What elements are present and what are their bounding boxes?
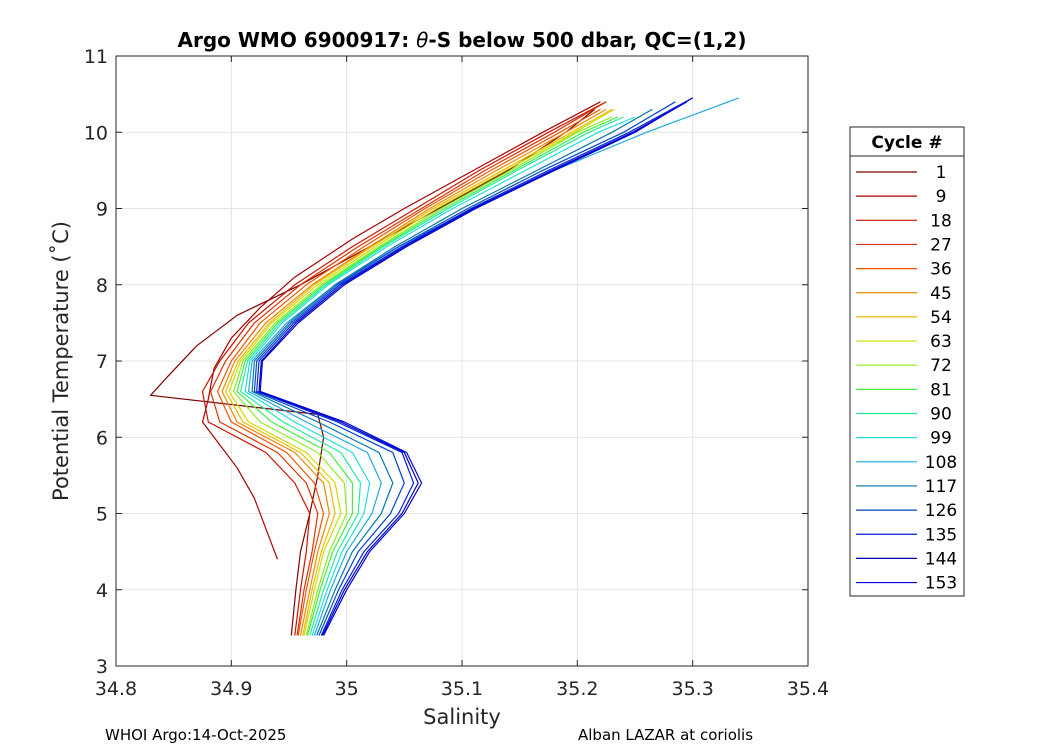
y-tick-label: 4 <box>96 580 108 602</box>
x-tick-label: 35.2 <box>556 678 598 700</box>
legend-label: 63 <box>930 332 952 352</box>
y-tick-label: 3 <box>96 656 108 678</box>
series-lines <box>150 97 740 636</box>
x-tick-label: 35 <box>335 678 359 700</box>
series-line-5 <box>216 108 601 636</box>
legend-label: 54 <box>930 308 952 328</box>
series-line-17 <box>258 101 688 636</box>
legend-items: 1 9 18 27 36 45 54 63 72 81 90 99 108 117 126 135 144 153 <box>856 163 957 594</box>
legend-label: 153 <box>925 574 957 594</box>
legend-label: 126 <box>925 501 957 521</box>
legend-label: 1 <box>936 163 947 183</box>
legend-label: 27 <box>930 235 952 255</box>
series-line-7 <box>225 108 613 636</box>
series-line-14 <box>251 108 653 636</box>
series-line-12 <box>244 116 636 636</box>
series-line-10 <box>236 116 618 636</box>
x-tick-label: 34.8 <box>95 678 137 700</box>
y-tick-label: 10 <box>84 122 108 144</box>
y-tick-label: 9 <box>96 199 108 221</box>
series-line-6 <box>221 108 607 636</box>
legend-label: 108 <box>925 453 957 473</box>
series-line-9 <box>233 116 613 636</box>
series-line-2 <box>201 101 601 560</box>
y-tick-label: 7 <box>96 351 108 373</box>
footer-right: Alban LAZAR at coriolis <box>578 726 753 744</box>
legend-label: 99 <box>930 429 952 449</box>
legend-label: 90 <box>930 405 952 425</box>
series-line-3 <box>201 101 607 636</box>
legend: Cycle # 19182736455463728190991081171261… <box>849 126 965 597</box>
legend-box <box>849 126 965 597</box>
x-tick-label: 34.9 <box>210 678 252 700</box>
series-line-8 <box>228 108 615 636</box>
legend-label: 144 <box>925 549 957 569</box>
series-line-18 <box>259 97 694 636</box>
y-axis-label: Potential Temperature (˚C) <box>49 221 73 501</box>
x-tick-label: 35.1 <box>441 678 483 700</box>
legend-label: 45 <box>930 284 952 304</box>
y-tick-label: 6 <box>96 427 108 449</box>
legend-label: 72 <box>930 356 952 376</box>
legend-label: 81 <box>930 380 952 400</box>
legend-label: 9 <box>936 187 947 207</box>
x-axis-label: Salinity <box>423 705 501 729</box>
series-line-15 <box>253 101 676 636</box>
series-line-1 <box>150 108 595 636</box>
y-tick-label: 8 <box>96 275 108 297</box>
x-tick-label: 35.4 <box>787 678 829 700</box>
chart-title: Argo WMO 6900917: θ-S below 500 dbar, QC… <box>178 28 747 52</box>
legend-label: 117 <box>925 477 957 497</box>
legend-label: 18 <box>930 211 952 231</box>
legend-label: 36 <box>930 260 952 280</box>
series-line-16 <box>256 97 693 636</box>
y-axis-ticks: 3 4 5 6 7 8 9 10 11 <box>84 46 808 678</box>
legend-label: 135 <box>925 525 957 545</box>
y-tick-label: 5 <box>96 504 108 526</box>
y-tick-label: 11 <box>84 46 108 68</box>
series-line-4 <box>210 101 607 636</box>
series-line-11 <box>240 116 624 636</box>
x-axis-ticks: 34.8 34.9 35 35.1 35.2 35.3 35.4 <box>95 56 829 700</box>
x-tick-label: 35.3 <box>672 678 714 700</box>
footer-left: WHOI Argo:14-Oct-2025 <box>105 726 286 744</box>
legend-title: Cycle # <box>871 133 942 153</box>
